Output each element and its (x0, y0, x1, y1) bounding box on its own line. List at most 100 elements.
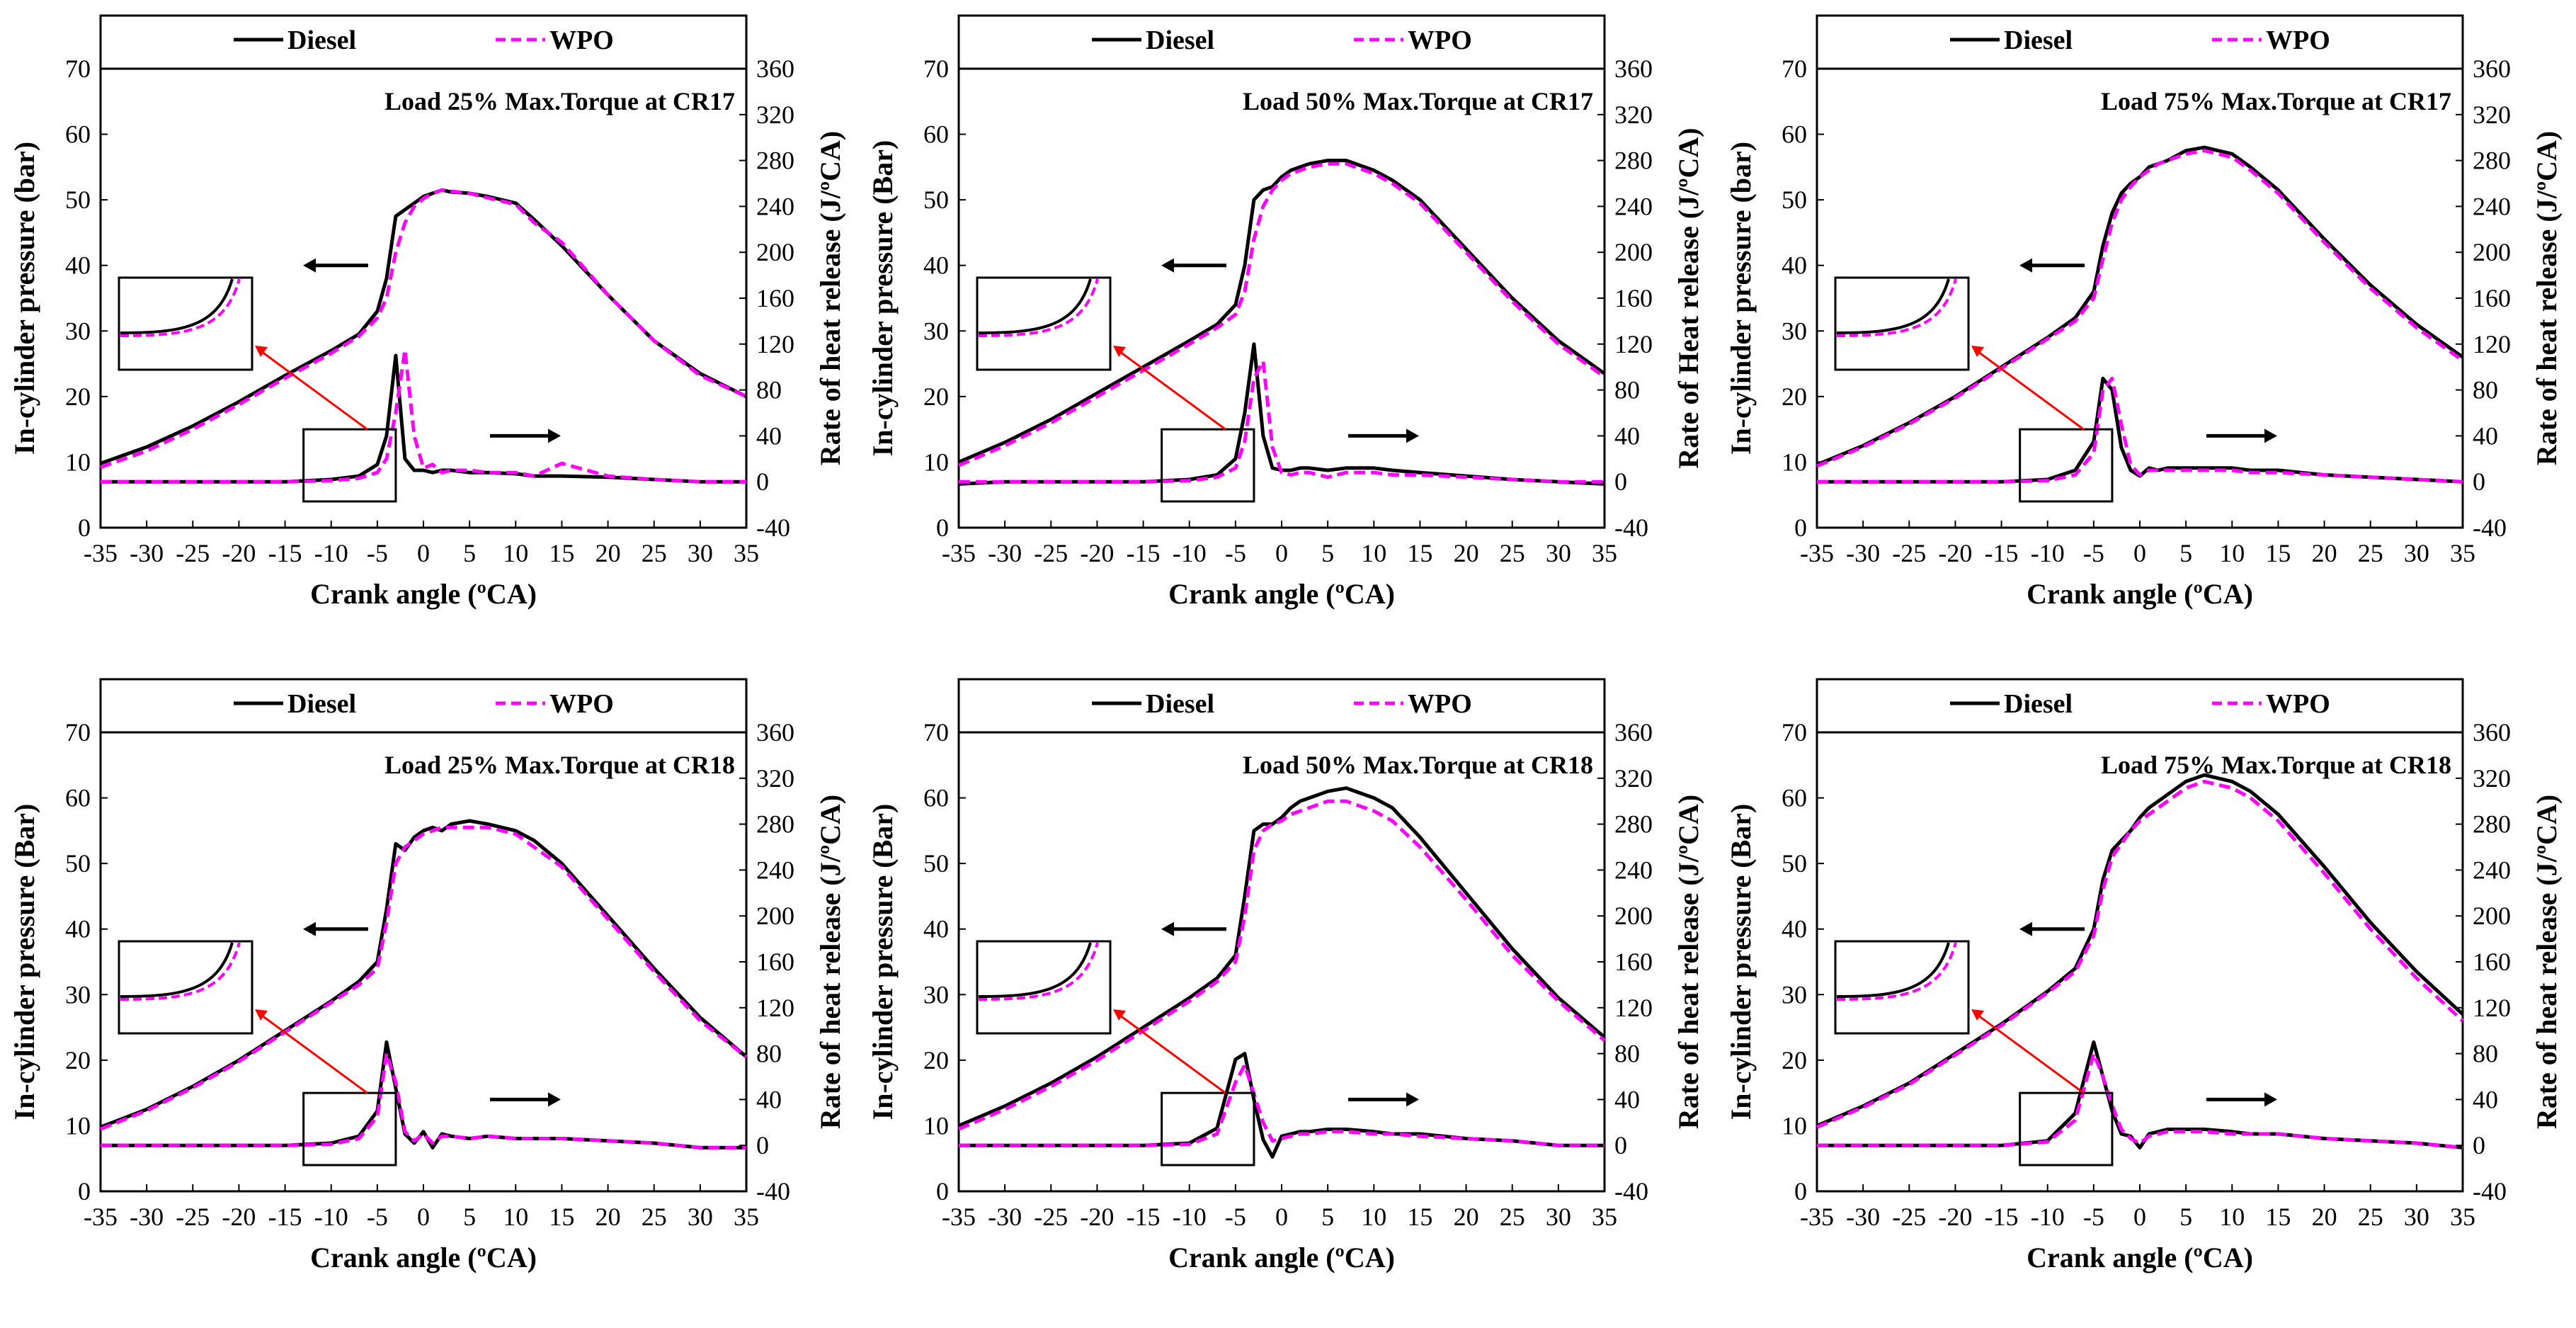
chart-panel-3: Diesel WPO 0 10 20 30 40 50 60 70 -40 0 40 80 120 160 20… (1716, 0, 2575, 664)
y2-tick-label: 40 (1614, 1085, 1640, 1113)
inset-diesel-curve (1836, 942, 1950, 998)
y2-tick-label: 360 (2473, 718, 2511, 747)
series-line-wpo-pressure (958, 799, 1606, 1131)
y2-tick-label: 120 (756, 330, 794, 358)
y2-axis-label: Rate of Heat release (J/ºCA) (1672, 127, 1704, 468)
chart-panel-1: Diesel WPO 0 10 20 30 40 50 60 70 -40 0 40 80 120 160 20… (0, 0, 858, 664)
zoom-pointer-head (255, 1009, 268, 1021)
zoom-inset-box (976, 940, 1112, 1035)
y-tick-label: 20 (1782, 1046, 1807, 1074)
chart-svg: Diesel WPO010203040506070-400408012016020… (8, 678, 846, 1273)
chart-title: Load 25% Max.Torque at CR17 (384, 87, 735, 115)
legend-label-wpo: WPO (2266, 25, 2330, 55)
x-tick-label: 25 (642, 539, 667, 567)
zoom-pointer (1971, 1009, 2085, 1094)
y2-tick-label: 80 (2473, 376, 2498, 404)
inset-diesel-curve (1836, 278, 1950, 334)
left-arrowhead (1161, 921, 1174, 936)
x-tick-label: -25 (176, 1203, 210, 1231)
x-tick-label: 0 (2133, 539, 2146, 567)
x-tick-label: -10 (1173, 539, 1207, 567)
x-tick-label: -20 (1938, 1203, 1972, 1231)
y-tick-label: 10 (1782, 448, 1807, 476)
y-tick-label: 0 (936, 1177, 949, 1205)
series-line-wpo-heat-release (959, 359, 1605, 484)
y-tick-label: 70 (923, 55, 949, 83)
inset-wpo-curve (1836, 278, 1957, 337)
y-tick-label: 50 (65, 849, 91, 878)
chart-panel-2: Diesel WPO 0 10 20 30 40 50 60 70 -40 0 40 80 120 160 20… (858, 0, 1716, 664)
x-tick-label: -10 (314, 539, 348, 567)
chart-title: Load 50% Max.Torque at CR18 (1243, 751, 1593, 779)
y2-tick-label: 120 (2473, 994, 2511, 1022)
y2-tick-label: 0 (756, 467, 769, 496)
x-tick-label: -25 (1034, 1203, 1068, 1231)
x-tick-label: -25 (1034, 539, 1068, 567)
y-tick-label: 30 (65, 317, 91, 345)
y2-tick-label: 200 (1614, 238, 1653, 266)
legend-label-diesel: Diesel (287, 25, 356, 55)
y-tick-label: 20 (1782, 382, 1807, 411)
x-tick-label: -10 (2031, 1203, 2065, 1231)
y-tick-label: 20 (65, 382, 91, 411)
x-tick-label: -30 (988, 539, 1022, 567)
chart-title: Load 75% Max.Torque at CR17 (2101, 87, 2451, 115)
x-tick-label: -35 (1800, 1203, 1834, 1231)
zoom-region-box (1161, 428, 1255, 503)
chart-title: Load 75% Max.Torque at CR18 (2101, 751, 2451, 779)
zoom-inset-curves (978, 278, 1099, 337)
series-line-diesel-heat-release (1817, 376, 2463, 484)
legend-label-wpo: WPO (1408, 25, 1472, 55)
x-tick-label: -25 (1892, 539, 1926, 567)
y2-tick-label: 360 (756, 718, 794, 747)
y2-tick-label: -40 (2473, 513, 2507, 542)
plot-area (100, 188, 748, 484)
x-tick-label: 5 (463, 539, 476, 567)
y-tick-label: 0 (1794, 1177, 1807, 1205)
x-tick-label: -35 (84, 1203, 118, 1231)
chart-panel-6: Diesel WPO 0 10 20 30 40 50 60 70 -40 0 40 80 120 160 20… (1716, 664, 2575, 1327)
y2-tick-label: 320 (756, 764, 794, 793)
inset-wpo-curve (978, 278, 1099, 337)
x-tick-label: 30 (1546, 1203, 1571, 1231)
x-axis-label: Crank angle (ºCA) (310, 1242, 537, 1273)
x-tick-label: -30 (130, 539, 164, 567)
y2-tick-label: 80 (1614, 1040, 1640, 1068)
x-tick-label: 5 (2179, 1203, 2192, 1231)
y-tick-label: 50 (923, 186, 949, 214)
zoom-inset-box (1834, 276, 1970, 371)
y2-tick-label: 40 (2473, 421, 2498, 450)
y-tick-label: 30 (923, 980, 949, 1009)
series-line-wpo-heat-release (101, 1052, 746, 1150)
x-tick-label: 10 (503, 539, 528, 567)
y2-tick-label: 240 (756, 856, 794, 884)
chart-panel-4: Diesel WPO 0 10 20 30 40 50 60 70 -40 0 40 80 120 160 20… (0, 664, 858, 1327)
y-axis-label: In-cylinder pressure (bar) (8, 142, 40, 455)
y2-tick-label: 160 (2473, 948, 2511, 976)
x-tick-label: 35 (734, 539, 759, 567)
x-tick-label: 20 (595, 1203, 621, 1231)
zoom-pointer-line (258, 1012, 368, 1094)
y2-tick-label: 320 (2473, 101, 2511, 129)
x-tick-label: -5 (2083, 539, 2104, 567)
chart-svg: Diesel WPO010203040506070-400408012016020… (867, 678, 1704, 1273)
y2-tick-label: 160 (1614, 948, 1653, 976)
y-tick-label: 70 (65, 718, 91, 747)
y-tick-label: 40 (1782, 251, 1807, 280)
y2-tick-label: 80 (756, 1040, 782, 1068)
x-tick-label: 20 (2312, 1203, 2337, 1231)
x-tick-label: 0 (1275, 1203, 1288, 1231)
y2-tick-label: -40 (2473, 1177, 2507, 1205)
y2-tick-label: 320 (1614, 101, 1653, 129)
series-line-wpo-pressure (958, 161, 1606, 467)
x-tick-label: 20 (1454, 539, 1479, 567)
y2-tick-label: 80 (1614, 376, 1640, 404)
x-tick-label: -10 (1173, 1203, 1207, 1231)
y-tick-label: 20 (65, 1046, 91, 1074)
x-tick-label: -25 (1892, 1203, 1926, 1231)
y-tick-label: 0 (78, 513, 91, 542)
series-line-wpo-heat-release (1817, 1052, 2463, 1150)
y2-tick-label: 120 (2473, 330, 2511, 358)
zoom-region-box (2019, 428, 2114, 503)
legend-label-wpo: WPO (2266, 689, 2330, 719)
